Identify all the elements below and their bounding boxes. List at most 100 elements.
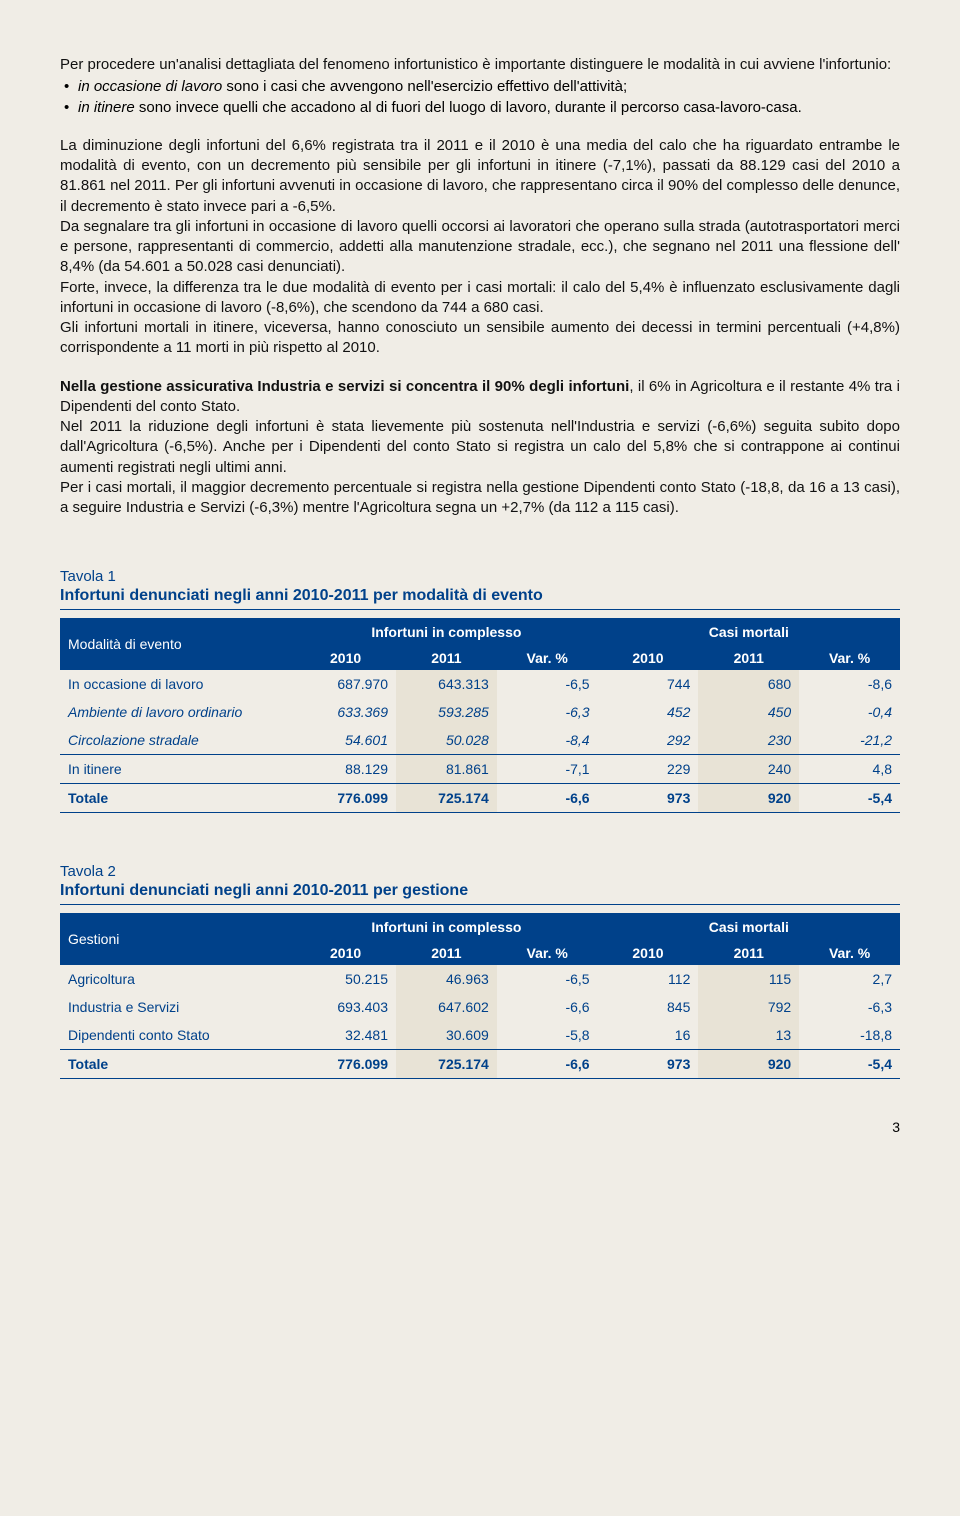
cell: -6,3 <box>497 698 598 726</box>
cell: 112 <box>598 965 699 993</box>
table-row: Agricoltura 50.215 46.963 -6,5 112 115 2… <box>60 965 900 993</box>
text-span: Per i casi mortali, il maggior decrement… <box>60 479 900 516</box>
body-paragraph: La diminuzione degli infortuni del 6,6% … <box>60 136 900 359</box>
cell: 744 <box>598 670 699 698</box>
cell: 230 <box>698 726 799 755</box>
table-row: In itinere 88.129 81.861 -7,1 229 240 4,… <box>60 755 900 784</box>
cell: -8,4 <box>497 726 598 755</box>
page-number: 3 <box>60 1119 900 1135</box>
cell: 32.481 <box>295 1021 396 1050</box>
cell-label: Circolazione stradale <box>60 726 295 755</box>
th-rowhead: Modalità di evento <box>60 618 295 670</box>
table-row-total: Totale 776.099 725.174 -6,6 973 920 -5,4 <box>60 1050 900 1079</box>
th-col: Var. % <box>497 941 598 965</box>
cell: 633.369 <box>295 698 396 726</box>
table2: Gestioni Infortuni in complesso Casi mor… <box>60 913 900 1079</box>
th-col: 2011 <box>698 941 799 965</box>
th-rowhead: Gestioni <box>60 913 295 965</box>
cell: 13 <box>698 1021 799 1050</box>
cell: 693.403 <box>295 993 396 1021</box>
cell: 240 <box>698 755 799 784</box>
bullet-rest: sono invece quelli che accadono al di fu… <box>135 99 802 116</box>
cell: 50.215 <box>295 965 396 993</box>
cell: -8,6 <box>799 670 900 698</box>
cell: 115 <box>698 965 799 993</box>
bullet-prefix: in occasione di lavoro <box>78 78 222 95</box>
cell: -6,6 <box>497 784 598 813</box>
bold-span: Nella gestione assicurativa Industria e … <box>60 378 629 395</box>
text-span: Da segnalare tra gli infortuni in occasi… <box>60 218 900 276</box>
cell: 593.285 <box>396 698 497 726</box>
cell: 50.028 <box>396 726 497 755</box>
cell: 4,8 <box>799 755 900 784</box>
bullet-item: in occasione di lavoro sono i casi che a… <box>60 77 900 97</box>
cell: 776.099 <box>295 1050 396 1079</box>
cell: -0,4 <box>799 698 900 726</box>
cell: 229 <box>598 755 699 784</box>
cell: 450 <box>698 698 799 726</box>
th-col: 2010 <box>295 941 396 965</box>
cell: 973 <box>598 1050 699 1079</box>
cell: 30.609 <box>396 1021 497 1050</box>
cell-label: Industria e Servizi <box>60 993 295 1021</box>
cell-label: Ambiente di lavoro ordinario <box>60 698 295 726</box>
text-span: Nel 2011 la riduzione degli infortuni è … <box>60 418 900 476</box>
bullet-prefix: in itinere <box>78 99 135 116</box>
bullet-list: in occasione di lavoro sono i casi che a… <box>60 77 900 118</box>
bullet-rest: sono i casi che avvengono nell'esercizio… <box>222 78 627 95</box>
cell: -6,6 <box>497 1050 598 1079</box>
intro-paragraph: Per procedere un'analisi dettagliata del… <box>60 55 900 75</box>
th-col: Var. % <box>799 941 900 965</box>
table-row: In occasione di lavoro 687.970 643.313 -… <box>60 670 900 698</box>
cell: 452 <box>598 698 699 726</box>
bullet-item: in itinere sono invece quelli che accado… <box>60 98 900 118</box>
cell: -6,6 <box>497 993 598 1021</box>
table-row: Circolazione stradale 54.601 50.028 -8,4… <box>60 726 900 755</box>
cell: 643.313 <box>396 670 497 698</box>
cell: 16 <box>598 1021 699 1050</box>
th-col: 2011 <box>698 646 799 670</box>
table2-label: Tavola 2 <box>60 863 900 880</box>
th-col: Var. % <box>799 646 900 670</box>
cell-label: Dipendenti conto Stato <box>60 1021 295 1050</box>
text-span: La diminuzione degli infortuni del 6,6% … <box>60 137 900 215</box>
cell-label: In itinere <box>60 755 295 784</box>
table2-title: Infortuni denunciati negli anni 2010-201… <box>60 882 900 905</box>
th-group1: Infortuni in complesso <box>295 618 597 646</box>
cell: -5,8 <box>497 1021 598 1050</box>
cell: 725.174 <box>396 1050 497 1079</box>
cell: 680 <box>698 670 799 698</box>
cell: 792 <box>698 993 799 1021</box>
cell: -6,5 <box>497 670 598 698</box>
th-col: 2010 <box>598 646 699 670</box>
cell: -6,5 <box>497 965 598 993</box>
cell-label: Agricoltura <box>60 965 295 993</box>
table-row: Industria e Servizi 693.403 647.602 -6,6… <box>60 993 900 1021</box>
cell: 725.174 <box>396 784 497 813</box>
cell: 920 <box>698 1050 799 1079</box>
body-paragraph: Nella gestione assicurativa Industria e … <box>60 377 900 519</box>
cell-label: Totale <box>60 1050 295 1079</box>
table1: Modalità di evento Infortuni in compless… <box>60 618 900 813</box>
table1-title: Infortuni denunciati negli anni 2010-201… <box>60 587 900 610</box>
cell: -5,4 <box>799 784 900 813</box>
th-col: Var. % <box>497 646 598 670</box>
text-span: Gli infortuni mortali in itinere, viceve… <box>60 319 900 356</box>
cell: 687.970 <box>295 670 396 698</box>
cell: -7,1 <box>497 755 598 784</box>
cell: 88.129 <box>295 755 396 784</box>
cell: 845 <box>598 993 699 1021</box>
cell: -5,4 <box>799 1050 900 1079</box>
th-col: 2011 <box>396 646 497 670</box>
th-group2: Casi mortali <box>598 913 900 941</box>
cell: 46.963 <box>396 965 497 993</box>
th-group2: Casi mortali <box>598 618 900 646</box>
cell: 920 <box>698 784 799 813</box>
cell: -21,2 <box>799 726 900 755</box>
cell: 647.602 <box>396 993 497 1021</box>
cell: 54.601 <box>295 726 396 755</box>
cell: 2,7 <box>799 965 900 993</box>
cell: 292 <box>598 726 699 755</box>
table-row-total: Totale 776.099 725.174 -6,6 973 920 -5,4 <box>60 784 900 813</box>
th-col: 2011 <box>396 941 497 965</box>
